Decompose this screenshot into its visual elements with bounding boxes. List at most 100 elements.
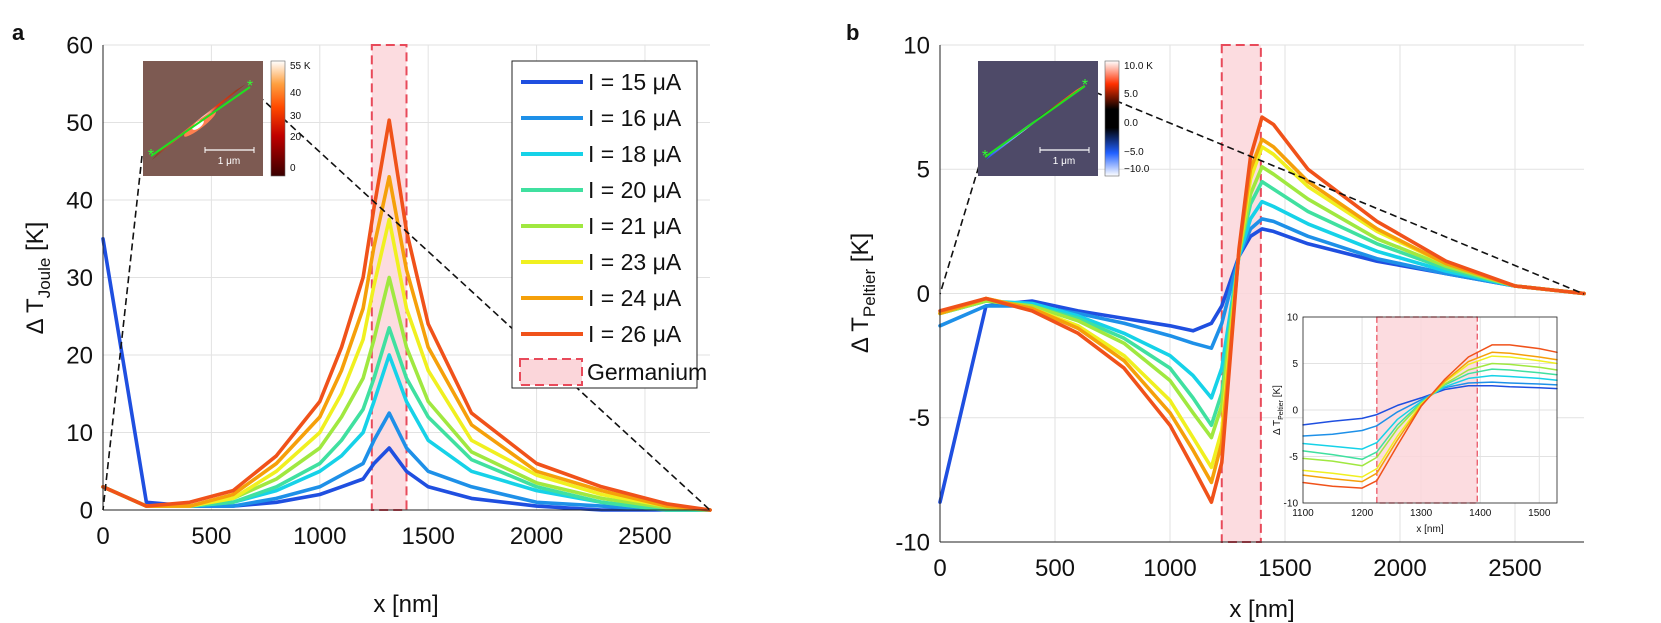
series-line-7 bbox=[101, 175, 712, 512]
series-line-2 bbox=[101, 411, 712, 512]
panel-a-scale-label: 1 μm bbox=[218, 156, 240, 167]
panel-b-colorbar-label: 10.0 K bbox=[1124, 61, 1153, 72]
y-tick-label: 20 bbox=[66, 342, 93, 369]
panel-b-y-label: Δ TPeltier [K] bbox=[847, 233, 879, 353]
legend-label: I = 20 μA bbox=[588, 177, 682, 203]
series-line-8 bbox=[938, 115, 1586, 505]
panel-a-colorbar bbox=[270, 60, 286, 177]
panel-b-colorbar-label: −5.0 bbox=[1124, 147, 1144, 158]
panel-a-colorbar-label: 0 bbox=[290, 163, 296, 174]
y-tick-label: -5 bbox=[1289, 452, 1298, 463]
x-tick-label: 1400 bbox=[1469, 508, 1492, 519]
panel-b-inset-map: * * 1 μm 10.0 K 5.0 0.0 −5.0 −10.0 bbox=[939, 60, 1585, 295]
panel-b-inset-connector-left bbox=[939, 155, 983, 295]
panel-a-inset-map: * * 1 μm 55 K 40 30 20 0 bbox=[102, 60, 711, 511]
panel-a-inset-connector-left bbox=[102, 155, 143, 511]
x-tick-label: 500 bbox=[191, 523, 231, 550]
y-tick-label: -10 bbox=[895, 529, 930, 556]
panel-a-label: a bbox=[12, 20, 25, 45]
zoom-inset-y-label: Δ TPeltier [K] bbox=[1272, 385, 1285, 435]
panel-a-profile-start-marker: * bbox=[148, 147, 154, 164]
panel-a-series bbox=[101, 118, 712, 512]
legend-label: I = 26 μA bbox=[588, 321, 682, 347]
legend-label: I = 23 μA bbox=[588, 249, 682, 275]
panel-b-x-label: x [nm] bbox=[1229, 596, 1294, 623]
y-tick-label: 0 bbox=[917, 281, 930, 308]
x-tick-label: 2000 bbox=[510, 523, 563, 550]
panel-b-profile-end-marker: * bbox=[1082, 77, 1088, 94]
panel-b-ticks: 0 500 1000 1500 2000 2500 -10 -5 0 5 10 bbox=[895, 32, 1541, 582]
legend-label: I = 16 μA bbox=[588, 105, 682, 131]
series-line-4 bbox=[101, 326, 712, 512]
series-line-6 bbox=[101, 217, 712, 512]
y-tick-label: -5 bbox=[909, 405, 930, 432]
x-tick-label: 1100 bbox=[1292, 508, 1314, 519]
panel-b-line-profile bbox=[984, 85, 1086, 158]
x-tick-label: 1500 bbox=[401, 523, 454, 550]
x-tick-label: 0 bbox=[96, 523, 109, 550]
panel-b-colorbar-label: 5.0 bbox=[1124, 89, 1138, 100]
legend-label: I = 18 μA bbox=[588, 141, 682, 167]
panel-a-colorbar-label: 55 K bbox=[290, 61, 311, 72]
y-tick-label: -10 bbox=[1284, 499, 1299, 510]
x-tick-label: 1300 bbox=[1410, 508, 1433, 519]
legend: I = 15 μA I = 16 μA I = 18 μA I = 20 μA I = … bbox=[511, 60, 707, 389]
zoom-inset-germanium-region bbox=[1376, 316, 1478, 504]
y-tick-label: 30 bbox=[66, 265, 93, 292]
panel-b-scale-label: 1 μm bbox=[1053, 156, 1075, 167]
x-tick-label: 2500 bbox=[618, 523, 671, 550]
zoom-inset-x-label: x [nm] bbox=[1416, 524, 1443, 535]
y-tick-label: 5 bbox=[1292, 359, 1298, 370]
y-tick-label: 5 bbox=[917, 157, 930, 184]
legend-germanium-swatch bbox=[519, 358, 583, 386]
panel-a-colorbar-label: 30 bbox=[290, 111, 302, 122]
y-tick-label: 10 bbox=[66, 420, 93, 447]
x-tick-label: 2500 bbox=[1488, 555, 1541, 582]
panel-a-line-profile bbox=[150, 86, 251, 157]
x-tick-label: 1500 bbox=[1528, 508, 1551, 519]
panel-a-profile-end-marker: * bbox=[247, 78, 253, 95]
panel-a-x-label: x [nm] bbox=[373, 591, 438, 618]
x-tick-label: 500 bbox=[1035, 555, 1075, 582]
panel-a: a 0 500 1000 1500 2000 2500 0 10 20 30 40 50 60 x [n… bbox=[12, 20, 712, 618]
zoom-inset-ticks: 1100 1200 1300 1400 1500 -10 -5 0 5 10 bbox=[1284, 313, 1551, 520]
panel-b-profile-start-marker: * bbox=[982, 148, 988, 165]
series-line-1 bbox=[938, 227, 1586, 505]
panel-a-y-label: Δ TJoule [K] bbox=[22, 222, 54, 335]
y-tick-label: 10 bbox=[903, 32, 930, 59]
x-tick-label: 1000 bbox=[293, 523, 346, 550]
y-tick-label: 60 bbox=[66, 32, 93, 59]
y-tick-label: 40 bbox=[66, 187, 93, 214]
panel-a-inset-connector-right bbox=[249, 87, 711, 511]
legend-germanium-label: Germanium bbox=[587, 359, 707, 385]
legend-label: I = 24 μA bbox=[588, 285, 682, 311]
legend-entries: I = 15 μA I = 16 μA I = 18 μA I = 20 μA I = … bbox=[521, 69, 682, 347]
panel-b-colorbar bbox=[1104, 60, 1120, 177]
y-tick-label: 10 bbox=[1287, 313, 1299, 324]
y-tick-label: 0 bbox=[80, 497, 93, 524]
panel-b-colorbar-label: −10.0 bbox=[1124, 164, 1150, 175]
panel-b-series bbox=[938, 115, 1586, 505]
panel-a-colorbar-label: 40 bbox=[290, 88, 302, 99]
panel-b: b 0 500 1000 1500 2000 2500 -10 -5 0 5 10 x [nm] Δ… bbox=[846, 20, 1586, 623]
panel-b-label: b bbox=[846, 20, 859, 45]
panel-a-hotspot-core bbox=[192, 120, 204, 130]
x-tick-label: 1200 bbox=[1351, 508, 1374, 519]
series-line-8 bbox=[101, 118, 712, 512]
y-tick-label: 50 bbox=[66, 110, 93, 137]
legend-label: I = 15 μA bbox=[588, 69, 682, 95]
y-tick-label: 0 bbox=[1292, 406, 1298, 417]
x-tick-label: 1000 bbox=[1143, 555, 1196, 582]
panel-a-colorbar-label: 20 bbox=[290, 132, 302, 143]
legend-label: I = 21 μA bbox=[588, 213, 682, 239]
panel-b-zoom-inset: 1100 1200 1300 1400 1500 -10 -5 0 5 10 x [nm] Δ T… bbox=[1272, 313, 1558, 535]
panel-b-colorbar-label: 0.0 bbox=[1124, 118, 1138, 129]
panel-b-inset-connector-right bbox=[1084, 87, 1585, 295]
zoom-inset-series bbox=[1302, 344, 1558, 489]
x-tick-label: 0 bbox=[933, 555, 946, 582]
x-tick-label: 1500 bbox=[1258, 555, 1311, 582]
panel-a-ticks: 0 500 1000 1500 2000 2500 0 10 20 30 40 50 60 bbox=[66, 32, 671, 550]
zoom-inset-frame bbox=[1302, 316, 1558, 504]
x-tick-label: 2000 bbox=[1373, 555, 1426, 582]
